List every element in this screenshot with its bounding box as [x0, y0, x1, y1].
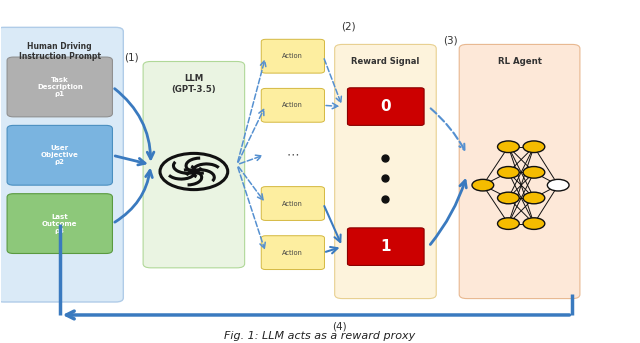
- Text: ⋯: ⋯: [287, 148, 299, 161]
- Circle shape: [497, 192, 519, 204]
- Text: Action: Action: [282, 250, 303, 256]
- Text: LLM
(GPT-3.5): LLM (GPT-3.5): [172, 74, 216, 94]
- Text: (1): (1): [124, 52, 139, 62]
- Text: (2): (2): [341, 22, 356, 32]
- Text: (4): (4): [332, 322, 346, 332]
- Text: User
Objective
ρ2: User Objective ρ2: [41, 145, 79, 165]
- FancyBboxPatch shape: [7, 126, 113, 185]
- FancyBboxPatch shape: [261, 88, 324, 122]
- Text: Task
Description
ρ1: Task Description ρ1: [37, 77, 83, 97]
- Text: (3): (3): [444, 35, 458, 45]
- FancyBboxPatch shape: [460, 45, 580, 298]
- FancyBboxPatch shape: [143, 61, 244, 268]
- Circle shape: [547, 179, 569, 191]
- FancyBboxPatch shape: [7, 57, 113, 117]
- Text: Reward Signal: Reward Signal: [351, 57, 420, 66]
- FancyBboxPatch shape: [261, 187, 324, 221]
- Text: 1: 1: [380, 239, 390, 254]
- Circle shape: [497, 167, 519, 178]
- FancyBboxPatch shape: [261, 236, 324, 270]
- Text: Action: Action: [282, 53, 303, 59]
- FancyBboxPatch shape: [0, 27, 124, 302]
- Circle shape: [523, 141, 545, 153]
- Text: Human Driving
Instruction Prompt: Human Driving Instruction Prompt: [19, 42, 100, 61]
- Circle shape: [523, 218, 545, 229]
- FancyBboxPatch shape: [348, 88, 424, 126]
- Text: RL Agent: RL Agent: [497, 57, 541, 66]
- FancyBboxPatch shape: [348, 228, 424, 265]
- Circle shape: [472, 179, 493, 191]
- Circle shape: [523, 167, 545, 178]
- FancyBboxPatch shape: [261, 39, 324, 73]
- Text: Fig. 1: LLM acts as a reward proxy: Fig. 1: LLM acts as a reward proxy: [225, 331, 415, 341]
- Text: Last
Outcome
ρ3: Last Outcome ρ3: [42, 214, 77, 234]
- Text: Action: Action: [282, 201, 303, 206]
- Text: Action: Action: [282, 102, 303, 108]
- Text: 0: 0: [380, 99, 391, 114]
- Circle shape: [497, 218, 519, 229]
- FancyBboxPatch shape: [335, 45, 436, 298]
- FancyBboxPatch shape: [7, 194, 113, 253]
- Circle shape: [497, 141, 519, 153]
- Circle shape: [523, 192, 545, 204]
